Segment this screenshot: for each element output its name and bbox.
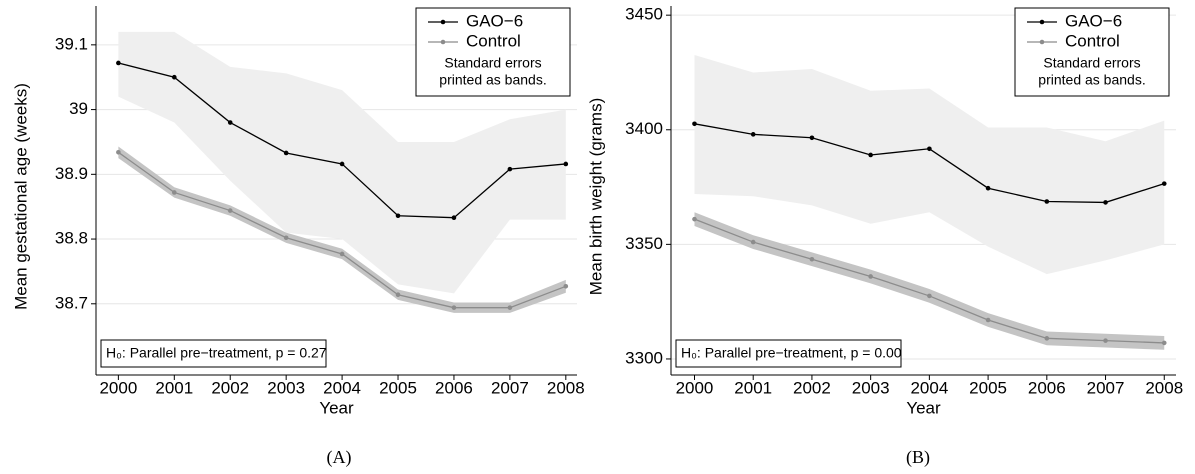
x-tick-label: 2007 xyxy=(1087,378,1125,397)
point xyxy=(339,251,345,257)
caption: (A) xyxy=(327,447,352,468)
point xyxy=(172,74,177,80)
x-tick-label: 2006 xyxy=(1028,378,1066,397)
point xyxy=(1103,200,1108,205)
y-tick-label: 3450 xyxy=(625,5,663,24)
legend-marker xyxy=(440,19,446,25)
legend-marker xyxy=(1039,19,1045,25)
x-tick-label: 2003 xyxy=(852,378,890,397)
point xyxy=(985,185,991,191)
annotation: H₀: Parallel pre−treatment, p = 0.27 xyxy=(106,345,327,361)
point xyxy=(507,305,513,310)
x-axis-title: Year xyxy=(906,398,941,417)
point xyxy=(563,161,569,167)
point xyxy=(809,135,815,141)
y-tick-label: 38.8 xyxy=(55,229,88,248)
x-tick-label: 2005 xyxy=(969,378,1007,397)
point xyxy=(116,60,121,66)
x-tick-label: 2006 xyxy=(435,378,473,397)
point xyxy=(692,121,697,127)
y-tick-label: 3300 xyxy=(625,348,663,367)
legend-marker xyxy=(1039,39,1045,45)
point xyxy=(395,213,401,219)
x-tick-label: 2008 xyxy=(1145,378,1183,397)
y-tick-label: 38.9 xyxy=(55,164,88,183)
annotation-box xyxy=(100,339,327,368)
legend-note: printed as bands. xyxy=(1038,72,1145,88)
point xyxy=(339,161,345,167)
annotation-box xyxy=(675,339,902,368)
error-band xyxy=(694,55,1165,275)
x-tick-label: 2004 xyxy=(323,378,361,397)
point xyxy=(451,215,457,220)
y-tick-label: 3350 xyxy=(625,234,663,253)
y-tick-label: 39 xyxy=(69,99,88,118)
annotation: H₀: Parallel pre−treatment, p = 0.00 xyxy=(681,345,902,361)
legend-label: GAO−6 xyxy=(1065,11,1122,30)
legend-marker xyxy=(440,39,446,45)
point xyxy=(868,152,873,158)
point xyxy=(283,150,289,156)
point xyxy=(927,146,932,152)
point xyxy=(1044,336,1050,341)
point xyxy=(750,239,756,245)
x-tick-label: 2008 xyxy=(547,378,585,397)
point xyxy=(1161,340,1167,346)
x-axis-title: Year xyxy=(319,398,354,417)
point xyxy=(172,190,177,195)
error-band xyxy=(694,212,1165,350)
x-tick-label: 2003 xyxy=(267,378,305,397)
point xyxy=(1161,181,1167,186)
point xyxy=(116,150,121,155)
y-axis-title: Mean birth weight (grams) xyxy=(586,98,605,295)
legend-note: Standard errors xyxy=(1043,55,1140,71)
point xyxy=(227,120,233,125)
legend-label: Control xyxy=(466,31,521,50)
x-tick-label: 2002 xyxy=(793,378,831,397)
point xyxy=(507,166,513,172)
x-tick-label: 2002 xyxy=(211,378,249,397)
point xyxy=(563,284,569,289)
point xyxy=(1103,338,1108,343)
y-tick-label: 38.7 xyxy=(55,293,88,312)
x-tick-label: 2007 xyxy=(491,378,529,397)
y-tick-label: 3400 xyxy=(625,119,663,138)
legend-label: GAO−6 xyxy=(466,11,523,30)
point xyxy=(809,256,815,262)
point xyxy=(283,235,289,241)
point xyxy=(750,132,756,137)
point xyxy=(395,292,401,298)
point xyxy=(227,208,233,213)
x-tick-label: 2000 xyxy=(99,378,137,397)
x-tick-label: 2004 xyxy=(910,378,948,397)
x-tick-label: 2001 xyxy=(155,378,193,397)
point xyxy=(451,305,457,310)
caption: (B) xyxy=(906,447,930,468)
point xyxy=(927,293,932,299)
legend-label: Control xyxy=(1065,31,1120,50)
x-tick-label: 2005 xyxy=(379,378,417,397)
point xyxy=(868,274,873,279)
legend-note: printed as bands. xyxy=(439,72,546,88)
point xyxy=(985,317,991,323)
y-tick-label: 39.1 xyxy=(55,34,88,53)
y-axis-title: Mean gestational age (weeks) xyxy=(11,83,30,310)
x-tick-label: 2000 xyxy=(676,378,714,397)
x-tick-label: 2001 xyxy=(734,378,772,397)
point xyxy=(1044,199,1050,204)
point xyxy=(692,216,697,222)
legend-note: Standard errors xyxy=(444,55,541,71)
